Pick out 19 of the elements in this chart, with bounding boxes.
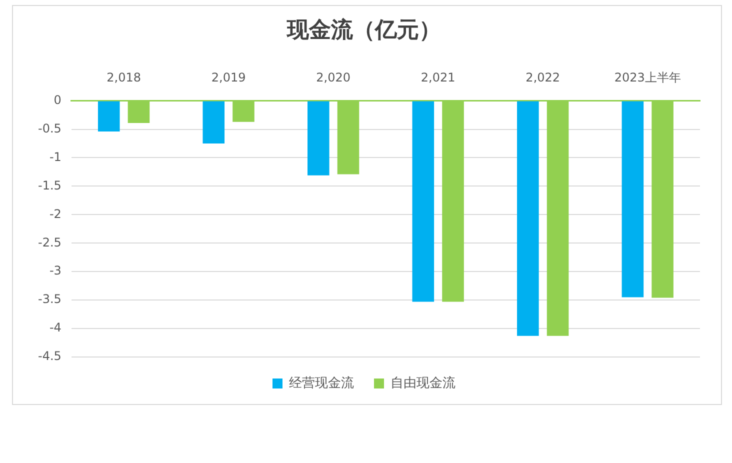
y-tick-label: -2.5 bbox=[38, 235, 62, 250]
x-tick-label: 2,018 bbox=[106, 70, 141, 85]
y-tick-label: -3.5 bbox=[38, 292, 62, 306]
y-tick-label: -3 bbox=[49, 264, 62, 278]
y-tick-label: -1 bbox=[49, 150, 62, 164]
chart-title: 现金流（亿元） bbox=[286, 16, 441, 43]
x-tick-label: 2,019 bbox=[211, 70, 246, 85]
x-tick-label: 2,021 bbox=[420, 70, 456, 85]
legend-label: 经营现金流 bbox=[289, 374, 354, 391]
y-tick-label: -2 bbox=[49, 206, 62, 221]
x-tick-label: 2,020 bbox=[316, 70, 351, 85]
y-tick-label: 0 bbox=[54, 92, 62, 107]
x-tick-label: 2,022 bbox=[526, 70, 560, 85]
x-tick-label: 2023上半年 bbox=[614, 70, 681, 85]
y-tick-label: -0.5 bbox=[38, 121, 62, 136]
y-tick-label: -1.5 bbox=[38, 178, 62, 192]
y-tick-label: -4.5 bbox=[38, 349, 62, 364]
y-tick-label: -4 bbox=[49, 320, 62, 335]
legend-label: 自由现金流 bbox=[390, 374, 456, 391]
